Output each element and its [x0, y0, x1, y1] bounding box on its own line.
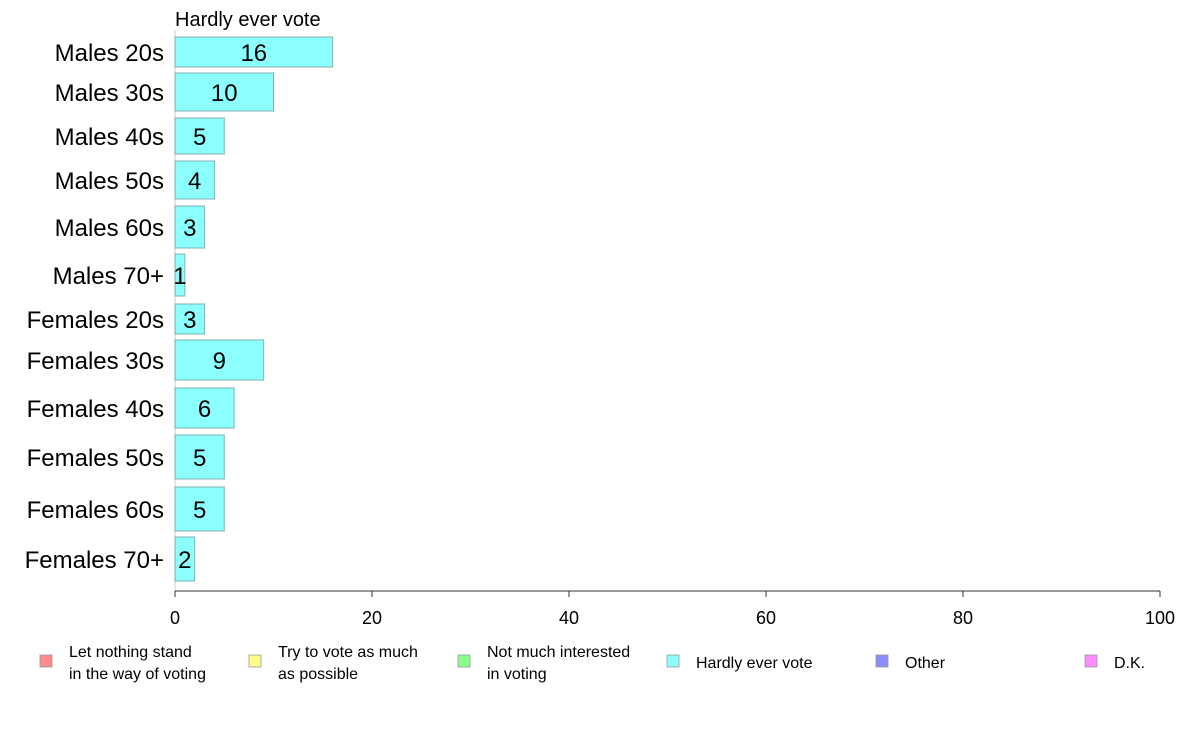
data-label: 9 — [213, 348, 226, 375]
panel-title: Hardly ever vote — [175, 9, 321, 31]
x-tick-label: 80 — [953, 608, 973, 628]
legend-label: in voting — [487, 666, 547, 683]
legend-label: Hardly ever vote — [696, 655, 813, 672]
bar — [174, 117, 225, 155]
category-label: Females 70+ — [25, 547, 164, 574]
x-tick-label: 60 — [756, 608, 776, 628]
data-label: 1 — [173, 263, 186, 290]
legend-label: Other — [905, 655, 946, 672]
category-label: Females 20s — [27, 307, 164, 334]
data-label: 4 — [188, 168, 201, 195]
data-label: 5 — [193, 445, 206, 472]
legend-label: D.K. — [1114, 655, 1145, 672]
category-label: Females 50s — [27, 445, 164, 472]
category-label: Females 40s — [27, 396, 164, 423]
category-label: Males 30s — [55, 80, 164, 107]
data-label: 3 — [183, 215, 196, 242]
category-label: Females 60s — [27, 497, 164, 524]
category-label: Males 60s — [55, 215, 164, 242]
legend-swatch — [1084, 654, 1098, 668]
data-label: 5 — [193, 497, 206, 524]
legend: Let nothing stand in the way of voting Try… — [39, 644, 1145, 683]
data-label: 5 — [193, 124, 206, 151]
x-tick-label: 40 — [559, 608, 579, 628]
x-tick-label: 100 — [1145, 608, 1175, 628]
category-label: Males 20s — [55, 40, 164, 67]
bar — [174, 387, 235, 429]
legend-label: in the way of voting — [69, 666, 206, 683]
x-tick-label: 20 — [362, 608, 382, 628]
bar — [174, 339, 265, 381]
data-label: 10 — [211, 80, 238, 107]
legend-swatch — [875, 654, 889, 668]
legend-swatch — [248, 654, 262, 668]
bar — [174, 486, 225, 532]
category-label: Males 70+ — [53, 263, 164, 290]
category-label: Females 30s — [27, 348, 164, 375]
data-label: 6 — [198, 396, 211, 423]
legend-label: Not much interested — [487, 644, 630, 661]
bar — [174, 160, 215, 200]
category-label: Males 40s — [55, 124, 164, 151]
x-axis: 0 20 40 60 80 100 — [170, 30, 1175, 628]
legend-swatch — [457, 654, 471, 668]
bar — [174, 205, 206, 249]
bar — [174, 36, 334, 68]
x-tick-label: 0 — [170, 608, 180, 628]
bar — [174, 303, 206, 335]
category-label: Males 50s — [55, 168, 164, 195]
legend-label: Try to vote as much — [278, 644, 418, 661]
legend-label: as possible — [278, 666, 358, 683]
legend-label: Let nothing stand — [69, 644, 192, 661]
bar — [174, 72, 274, 112]
data-label: 3 — [183, 307, 196, 334]
data-label: 2 — [178, 547, 191, 574]
legend-swatch — [666, 654, 680, 668]
legend-swatch — [39, 654, 53, 668]
data-label: 16 — [240, 40, 267, 67]
